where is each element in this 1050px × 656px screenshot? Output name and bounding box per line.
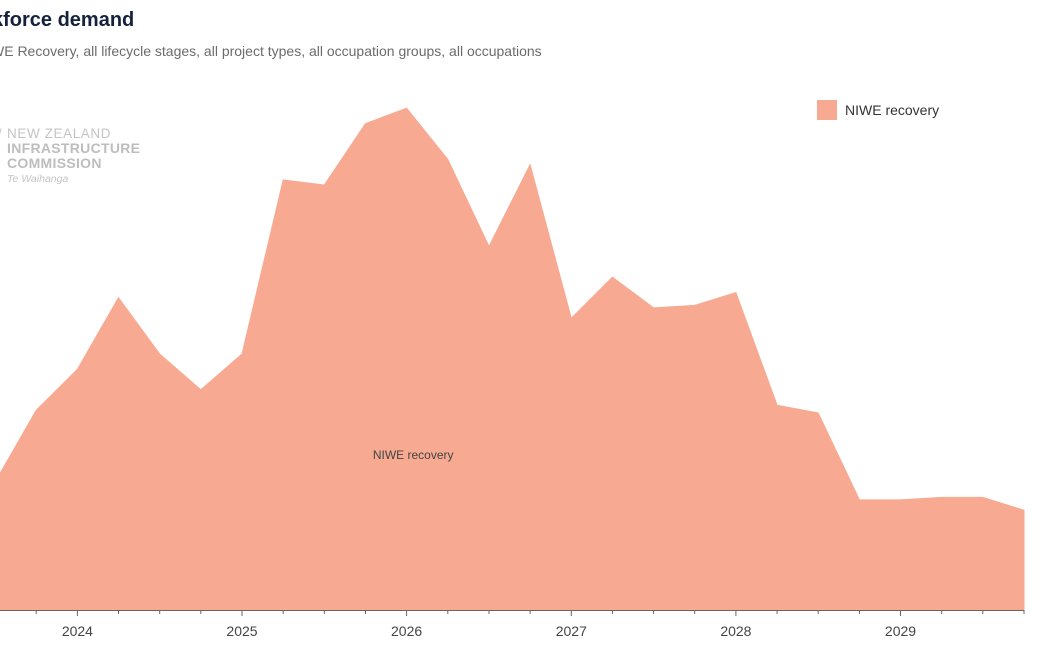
legend-label-niwe-recovery[interactable]: NIWE recovery — [845, 102, 940, 118]
legend-swatch-niwe-recovery — [817, 100, 837, 120]
logo-mark-icon: / — [0, 126, 2, 141]
logo-line-4: Te Waihanga — [7, 173, 69, 185]
x-tick-label-2026: 2026 — [391, 623, 422, 639]
x-tick-label-2025: 2025 — [226, 623, 257, 639]
logo-line-2: INFRASTRUCTURE — [7, 140, 141, 156]
x-axis-ticks: 2024 2025 2026 2027 2028 2029 — [35, 610, 1025, 639]
series-layer — [0, 107, 1025, 611]
commission-logo-watermark: / NEW ZEALAND INFRASTRUCTURE COMMISSION … — [0, 126, 141, 186]
chart-legend[interactable]: NIWE recovery — [817, 100, 939, 120]
logo-line-1: NEW ZEALAND — [7, 126, 112, 141]
area-series-niwe-recovery[interactable] — [0, 107, 1025, 611]
x-tick-label-2028: 2028 — [720, 623, 751, 639]
x-tick-label-2024: 2024 — [62, 623, 93, 639]
x-tick-label-2029: 2029 — [885, 623, 916, 639]
area-annotation-label: NIWE recovery — [373, 448, 454, 462]
logo-line-3: COMMISSION — [7, 155, 102, 171]
x-tick-label-2027: 2027 — [556, 623, 587, 639]
chart-subtitle: WE Recovery, all lifecycle stages, all p… — [0, 43, 542, 59]
chart-title: kforce demand — [0, 9, 135, 31]
